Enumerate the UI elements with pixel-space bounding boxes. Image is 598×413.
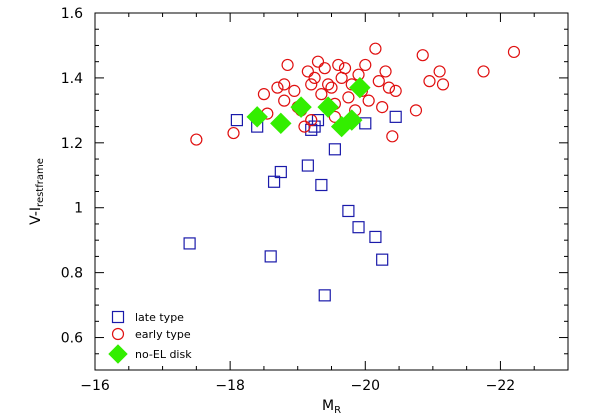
data-point (246, 106, 268, 128)
data-point (288, 84, 301, 97)
x-tick-label: −18 (215, 378, 245, 394)
y-axis-label: V-Irestframe (28, 158, 46, 225)
data-point (359, 58, 372, 72)
y-tick-label: 0.6 (61, 331, 83, 347)
legend-marker (111, 327, 125, 341)
data-point (183, 237, 196, 250)
data-point (352, 221, 365, 234)
data-point (267, 175, 281, 188)
y-axis-ticks: 0.6 0.8 1 1.2 1.4 1.6 (61, 6, 568, 371)
y-tick-label: 0.8 (61, 266, 83, 282)
legend-item: no-EL disk (108, 344, 192, 364)
data-point (190, 133, 203, 146)
data-point (423, 75, 436, 88)
y-axis-label-subscript: restframe (35, 158, 46, 207)
x-tick-label: −16 (80, 378, 110, 394)
data-point (308, 71, 321, 85)
data-point (376, 253, 389, 266)
data-point (305, 113, 318, 127)
data-point (389, 110, 402, 123)
data-point (372, 75, 385, 88)
data-point (436, 78, 450, 91)
data-point (311, 55, 325, 68)
data-point (318, 289, 331, 302)
data-point (301, 159, 314, 172)
x-axis-label-main: M (322, 398, 334, 413)
data-point (362, 94, 375, 107)
y-tick-label: 1.4 (61, 71, 83, 87)
data-point (409, 104, 423, 117)
y-tick-label: 1.2 (61, 136, 83, 152)
data-point (308, 120, 321, 133)
data-point (230, 113, 243, 127)
data-point (379, 65, 392, 78)
data-point (328, 143, 341, 156)
data-point (477, 65, 490, 78)
x-axis-ticks: −16 −18 −20 −22 (80, 13, 535, 394)
data-point (290, 96, 312, 118)
data-points (183, 42, 521, 302)
data-point (507, 45, 521, 59)
x-tick-label: −20 (351, 378, 381, 394)
legend-label: early type (135, 328, 191, 341)
data-point (328, 110, 341, 123)
data-point (301, 65, 314, 78)
data-point (317, 96, 339, 118)
y-tick-label: 1 (74, 201, 83, 217)
data-point (433, 65, 446, 78)
legend-item: late type (111, 310, 184, 324)
data-point (369, 230, 382, 244)
data-point (376, 101, 389, 114)
x-tick-label: −22 (486, 378, 516, 394)
data-point (342, 91, 355, 104)
data-point (271, 81, 284, 94)
data-point (305, 123, 318, 136)
data-point (227, 126, 240, 140)
data-point (342, 204, 355, 218)
legend-label: late type (135, 311, 184, 324)
y-axis-label-main: V-I (28, 207, 44, 225)
data-point (315, 88, 328, 101)
data-point (416, 49, 429, 62)
data-point (349, 76, 371, 99)
data-point (311, 113, 325, 127)
data-point (369, 42, 382, 55)
x-axis-label-subscript: R (334, 405, 341, 413)
data-point (359, 117, 372, 130)
series-no-el-disk (246, 76, 371, 138)
legend-marker (111, 310, 125, 324)
series-early-type (190, 42, 521, 146)
data-point (270, 112, 292, 135)
data-point (315, 178, 328, 192)
data-point (264, 250, 277, 263)
legend-label: no-EL disk (135, 348, 192, 361)
data-point (338, 62, 352, 75)
data-point (386, 130, 399, 143)
data-point (257, 88, 271, 101)
data-point (305, 78, 318, 91)
data-point (325, 81, 338, 94)
data-point (322, 78, 335, 91)
data-point (278, 94, 291, 107)
data-point (332, 58, 345, 72)
y-tick-label: 1.6 (61, 6, 83, 22)
data-point (274, 165, 287, 179)
data-point (298, 120, 311, 133)
data-point (281, 58, 294, 72)
series-late-type (183, 110, 402, 302)
legend-item: early type (111, 327, 191, 341)
data-point (382, 81, 396, 94)
legend-marker (108, 344, 128, 364)
data-point (341, 109, 363, 131)
x-axis-label: MR (322, 398, 341, 413)
data-point (318, 62, 331, 75)
legend: late type early type no-EL disk (108, 310, 192, 364)
data-point (389, 84, 402, 97)
data-point (278, 78, 291, 91)
